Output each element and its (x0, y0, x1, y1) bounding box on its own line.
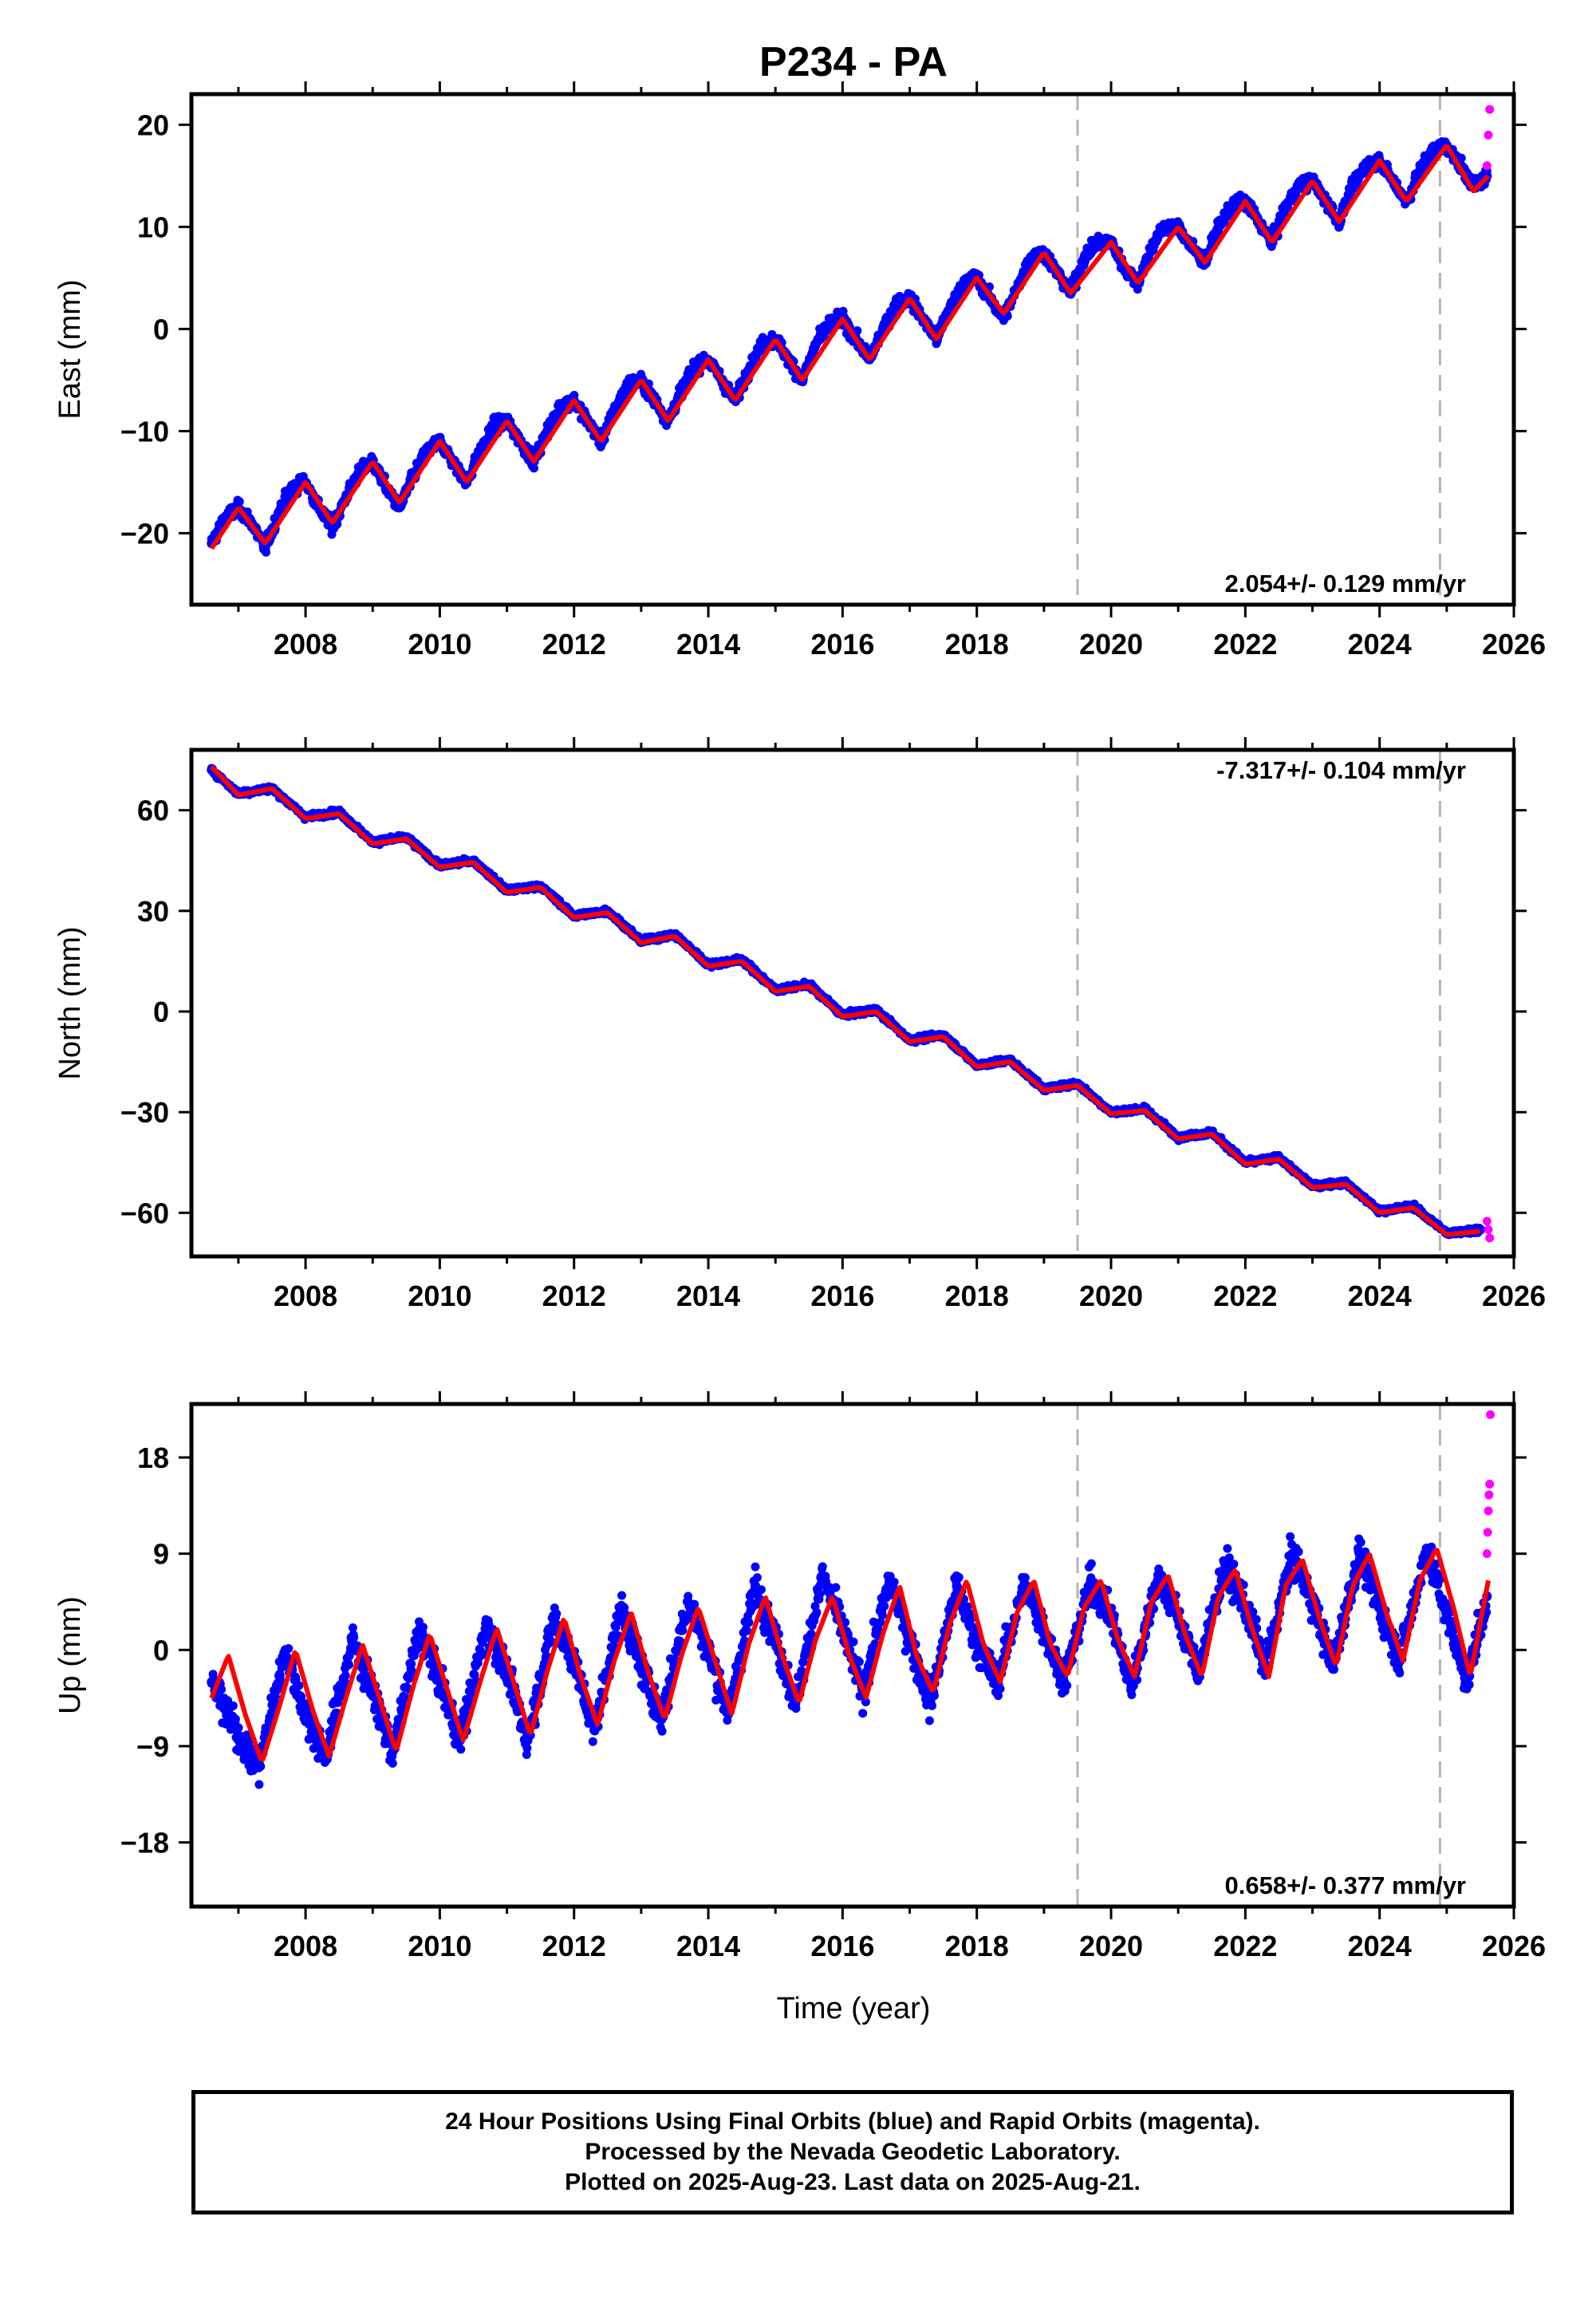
east-x-tick-label: 2016 (810, 628, 874, 661)
east-y-tick-label: 10 (137, 211, 169, 243)
east-final-point (1026, 252, 1036, 262)
east-rapid-point (1484, 130, 1493, 140)
east-final-point (287, 482, 298, 492)
east-rapid-point (1485, 105, 1495, 114)
east-final-point (555, 400, 565, 411)
east-panel: 2008 2010 2012 2014 2016 2018 2020 2022 2024 2026… (53, 81, 1546, 661)
east-x-tick-label: 2012 (542, 628, 606, 661)
east-final-point (1280, 201, 1291, 211)
east-final-point (1079, 252, 1090, 262)
east-final-point (1093, 237, 1103, 247)
east-final-point (1146, 243, 1157, 252)
east-final-point (1227, 201, 1237, 211)
east-final-point (1456, 153, 1466, 163)
east-rapid-point (1482, 161, 1492, 171)
east-frame (189, 92, 1516, 607)
east-final-point (1160, 222, 1170, 232)
chart-title: P234 - PA (759, 39, 948, 85)
east-y-tick-label: −20 (120, 517, 169, 550)
east-final-point (1213, 222, 1224, 232)
north-plot-area (207, 750, 1495, 1256)
east-final-point (958, 278, 968, 288)
east-y-axis-label: East (mm) (53, 279, 87, 419)
east-y-tick-label: 0 (153, 313, 169, 345)
east-y-tick-label: −10 (120, 415, 169, 448)
east-final-point (1361, 160, 1371, 171)
east-model-fit-line (209, 144, 1491, 550)
east-x-tick-label: 2010 (408, 628, 471, 661)
east-x-tick-label: 2014 (676, 628, 740, 661)
north-panel: 2008 2010 2012 2014 2016 2018 2020 2022 2024 2026… (53, 737, 1546, 1312)
east-final-point (260, 543, 270, 554)
east-x-tick-label: 2022 (1213, 628, 1277, 661)
east-final-point (853, 326, 862, 335)
east-final-point (1415, 166, 1425, 175)
east-x-tick-label: 2008 (274, 628, 337, 661)
east-final-point (757, 339, 767, 349)
east-plot-area (207, 94, 1495, 605)
east-x-tick-label: 2018 (945, 628, 1009, 661)
east-x-tick-label: 2024 (1348, 628, 1412, 661)
east-final-point (690, 360, 700, 370)
east-final-point (623, 380, 633, 390)
east-final-point (488, 421, 499, 431)
east-x-tick-label: 2026 (1482, 628, 1546, 661)
east-y-tick-label: 20 (137, 108, 169, 141)
east-final-point (810, 339, 821, 349)
east-final-point (891, 298, 901, 309)
east-final-point (1348, 181, 1358, 191)
east-final-point (824, 319, 834, 329)
east-final-point (999, 314, 1009, 324)
north-final-orbit-points (207, 763, 1485, 1240)
east-x-tick-label: 2020 (1079, 628, 1143, 661)
east-final-point (1294, 181, 1304, 191)
east-final-point (327, 523, 337, 533)
east-final-point (394, 503, 404, 513)
east-final-point (1429, 145, 1439, 156)
east-rate-label: 2.054+/- 0.129 mm/yr (1225, 570, 1466, 597)
